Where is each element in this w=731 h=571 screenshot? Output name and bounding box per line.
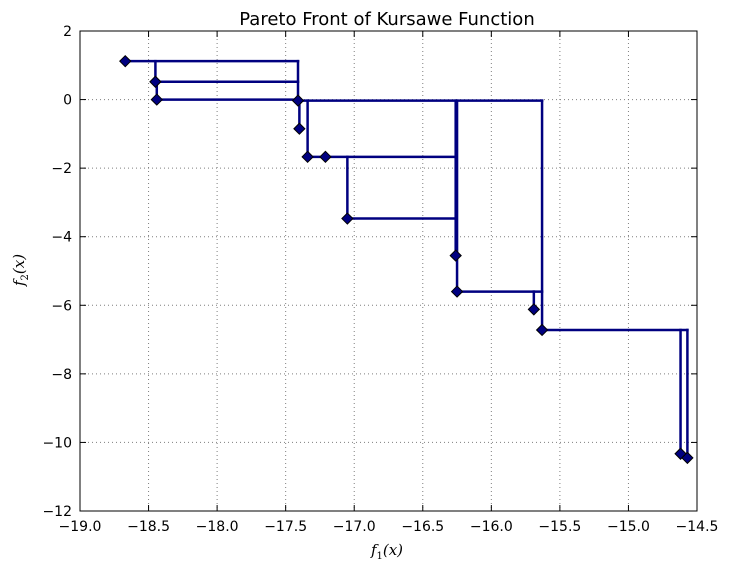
x-axis-label: f1(x) (370, 541, 403, 562)
y-tick-labels: 2 0 −2 −4 −6 −8 −10 −12 (42, 24, 72, 520)
pareto-point-marker (150, 93, 163, 106)
pareto-front-series (123, 59, 689, 460)
pareto-point-marker (301, 150, 314, 164)
x-tick-label: −18.5 (127, 519, 170, 535)
x-tick-label: −15.0 (607, 519, 650, 535)
y-tick-label: −8 (51, 367, 72, 383)
y-tick-label: −4 (51, 230, 72, 246)
x-tick-label: −17.0 (333, 519, 376, 535)
x-tick-labels: −19.0 −18.5 −18.0 −17.5 −17.0 −16.5 −16.0 −15.5… (59, 519, 719, 535)
pareto-point-marker (293, 122, 306, 135)
pareto-point-marker (119, 54, 132, 68)
x-tick-label: −19.0 (59, 519, 102, 535)
x-tick-label: −14.5 (676, 519, 719, 535)
y-axis-label: f2(x) (10, 254, 31, 287)
pareto-point-marker (319, 150, 332, 164)
y-tick-label: −12 (42, 504, 72, 520)
y-tick-label: −10 (42, 435, 72, 451)
pareto-point-marker (449, 249, 462, 262)
x-tick-label: −15.5 (538, 519, 581, 535)
y-tick-label: −2 (51, 161, 72, 177)
pareto-point-marker (527, 303, 541, 316)
pareto-point-marker (291, 94, 305, 107)
y-tick-label: 0 (63, 93, 72, 109)
pareto-point-marker (681, 451, 694, 465)
pareto-point-marker (450, 285, 464, 298)
pareto-front-markers (119, 54, 694, 465)
x-tick-label: −18.0 (196, 519, 239, 535)
grid-lines (80, 31, 697, 511)
pareto-point-marker (149, 75, 162, 88)
y-tick-label: 2 (63, 24, 72, 40)
axis-ticks (79, 30, 698, 512)
x-tick-label: −17.5 (264, 519, 307, 535)
plot-area-frame (79, 30, 698, 512)
x-tick-label: −16.5 (401, 519, 444, 535)
pareto-point-marker (341, 212, 354, 225)
x-tick-label: −16.0 (470, 519, 513, 535)
y-tick-label: −6 (51, 298, 72, 314)
chart-title: Pareto Front of Kursawe Function (239, 9, 534, 30)
pareto-point-marker (535, 323, 549, 337)
